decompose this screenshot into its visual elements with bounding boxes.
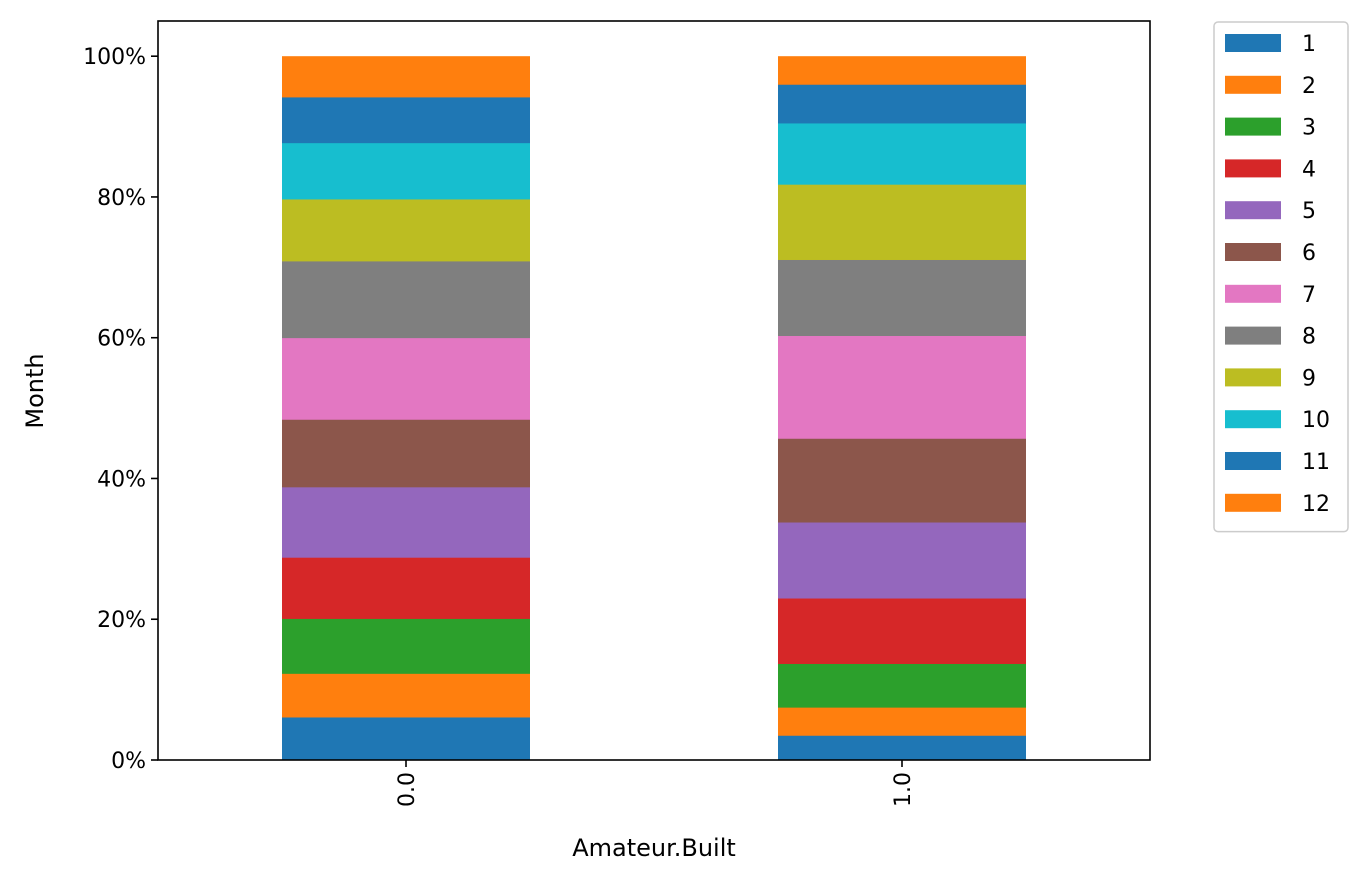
x-tick-label: 1.0 — [891, 772, 916, 807]
legend-label-7: 7 — [1302, 283, 1316, 308]
legend-swatch-3 — [1225, 117, 1281, 136]
bar-segment-1.0-month-4 — [778, 598, 1026, 664]
bar-segment-0.0-month-11 — [282, 97, 530, 144]
bar-segment-0.0-month-4 — [282, 557, 530, 619]
legend-label-11: 11 — [1302, 450, 1330, 475]
legend-label-1: 1 — [1302, 32, 1316, 57]
legend-swatch-7 — [1225, 284, 1281, 303]
y-tick-label: 60% — [97, 327, 146, 352]
bar-segment-1.0-month-6 — [778, 438, 1026, 523]
bar-segment-0.0-month-6 — [282, 419, 530, 488]
legend-label-12: 12 — [1302, 492, 1330, 517]
bar-segment-1.0-month-1 — [778, 735, 1026, 761]
bar-segment-1.0-month-12 — [778, 56, 1026, 85]
bar-group — [282, 56, 1026, 761]
y-tick-label: 0% — [111, 749, 146, 774]
bar-segment-1.0-month-5 — [778, 522, 1026, 599]
plot-frame — [157, 20, 1151, 761]
bar-segment-0.0-month-5 — [282, 486, 530, 558]
legend-swatch-11 — [1225, 452, 1281, 470]
bar-segment-0.0-month-2 — [282, 673, 530, 718]
bar-segment-0.0-month-7 — [282, 337, 530, 420]
y-tick-label: 40% — [97, 467, 146, 492]
bar-segment-1.0-month-10 — [778, 123, 1026, 185]
x-axis: 0.0 1.0 — [395, 760, 916, 807]
y-tick-label: 80% — [97, 186, 146, 211]
legend-label-5: 5 — [1302, 199, 1316, 224]
legend-swatch-12 — [1225, 493, 1281, 512]
legend-swatch-9 — [1225, 368, 1281, 387]
bar-segment-1.0-month-8 — [778, 259, 1026, 336]
bar-segment-1.0-month-11 — [778, 84, 1026, 124]
legend-swatch-8 — [1225, 326, 1281, 345]
legend-label-9: 9 — [1302, 366, 1316, 391]
bar-segment-0.0-month-10 — [282, 142, 530, 200]
legend-label-8: 8 — [1302, 325, 1316, 350]
y-axis-label: Month — [21, 353, 49, 428]
bar-segment-1.0-month-7 — [778, 335, 1026, 439]
bar-segment-1.0-month-9 — [778, 184, 1026, 260]
y-axis: 0% 20% 40% 60% 80% 100% — [83, 45, 158, 774]
bar-segment-0.0-month-9 — [282, 199, 530, 262]
legend-swatch-4 — [1225, 159, 1281, 178]
bar-segment-0.0-month-8 — [282, 261, 530, 339]
legend-label-4: 4 — [1302, 157, 1316, 182]
legend-label-6: 6 — [1302, 241, 1316, 266]
bar-segment-0.0-month-3 — [282, 618, 530, 674]
x-tick-label: 0.0 — [395, 772, 420, 807]
legend-swatch-6 — [1225, 243, 1281, 261]
legend-swatch-2 — [1225, 75, 1281, 94]
bar-segment-1.0-month-2 — [778, 707, 1026, 736]
legend-swatch-10 — [1225, 410, 1281, 429]
legend-swatch-1 — [1225, 34, 1281, 52]
bar-segment-1.0-month-3 — [778, 663, 1026, 708]
legend-swatch-5 — [1225, 201, 1281, 220]
bar-segment-0.0-month-12 — [282, 56, 530, 98]
x-axis-label: Amateur.Built — [572, 834, 736, 862]
legend-label-3: 3 — [1302, 116, 1316, 141]
bar-segment-0.0-month-1 — [282, 717, 530, 761]
legend-frame — [1213, 21, 1349, 533]
legend-label-10: 10 — [1302, 408, 1330, 433]
legend-label-2: 2 — [1302, 74, 1316, 99]
y-tick-label: 20% — [97, 608, 146, 633]
y-tick-label: 100% — [83, 45, 146, 70]
